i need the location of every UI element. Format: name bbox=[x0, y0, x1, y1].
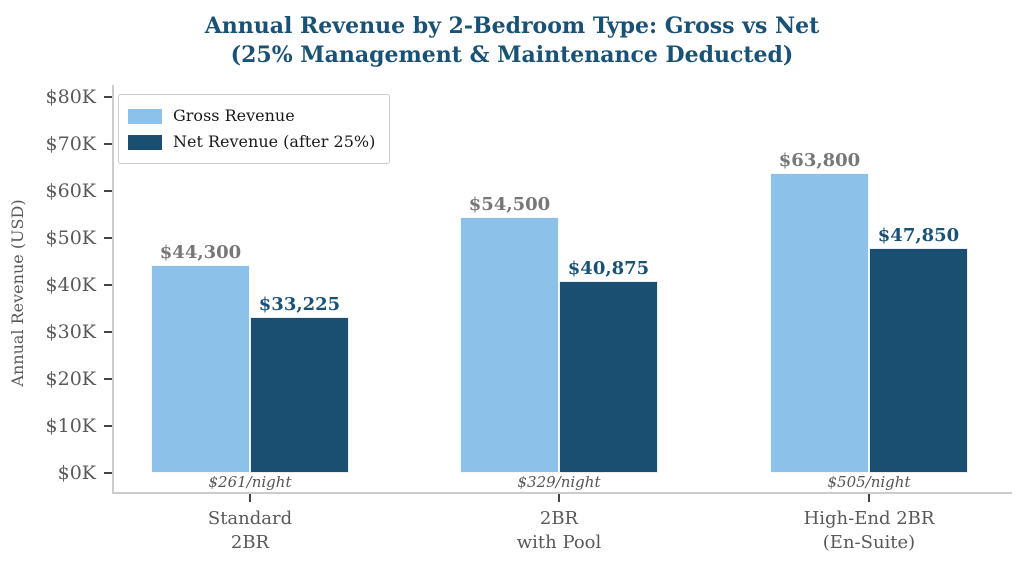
chart-title-line1: Annual Revenue by 2-Bedroom Type: Gross … bbox=[204, 13, 820, 39]
legend-item-net: Net Revenue (after 25%) bbox=[128, 129, 375, 155]
y-tick-label: $70K bbox=[45, 133, 96, 155]
x-category-label: Standard 2BR bbox=[100, 507, 400, 555]
gross-value-label: $44,300 bbox=[159, 241, 242, 263]
y-tick-mark bbox=[104, 331, 112, 333]
net-revenue-bar bbox=[559, 280, 658, 473]
y-tick-label: $40K bbox=[45, 274, 96, 296]
y-tick-label: $80K bbox=[45, 86, 96, 108]
y-tick-label: $30K bbox=[45, 321, 96, 343]
x-category-label-line: 2BR bbox=[230, 532, 270, 553]
y-tick-label: $0K bbox=[57, 462, 96, 484]
x-axis-spine bbox=[112, 492, 1012, 494]
y-tick-mark bbox=[104, 425, 112, 427]
y-tick-mark bbox=[104, 284, 112, 286]
y-tick-label: $10K bbox=[45, 415, 96, 437]
gross-value-label: $54,500 bbox=[468, 193, 551, 215]
x-category-label-line: with Pool bbox=[516, 532, 602, 553]
x-tick-mark bbox=[249, 494, 251, 502]
y-tick-label: $60K bbox=[45, 180, 96, 202]
y-tick-label: $20K bbox=[45, 368, 96, 390]
x-tick-mark bbox=[868, 494, 870, 502]
gross-revenue-bar bbox=[151, 264, 250, 473]
net-value-label: $47,850 bbox=[877, 225, 960, 247]
nightly-rate-annotation: $261/night bbox=[208, 473, 292, 491]
gross-revenue-bar bbox=[460, 216, 559, 473]
y-tick-mark bbox=[104, 378, 112, 380]
net-value-label: $40,875 bbox=[567, 257, 650, 279]
gross-revenue-bar bbox=[770, 173, 869, 473]
y-tick-mark bbox=[104, 472, 112, 474]
gross-revenue-swatch-icon bbox=[128, 108, 162, 124]
y-tick-mark bbox=[104, 237, 112, 239]
legend: Gross Revenue Net Revenue (after 25%) bbox=[118, 94, 391, 164]
y-tick-mark bbox=[104, 190, 112, 192]
x-category-label-line: Standard bbox=[207, 508, 293, 529]
x-category-label: High-End 2BR (En-Suite) bbox=[719, 507, 1019, 555]
nightly-rate-annotation: $329/night bbox=[517, 473, 601, 491]
x-category-label: 2BR with Pool bbox=[409, 507, 709, 555]
chart-title: Annual Revenue by 2-Bedroom Type: Gross … bbox=[0, 12, 1024, 70]
nightly-rate-annotation: $505/night bbox=[827, 473, 911, 491]
net-revenue-bar bbox=[250, 316, 349, 473]
gross-value-label: $63,800 bbox=[778, 150, 861, 172]
x-category-label-line: (En-Suite) bbox=[822, 532, 916, 553]
x-tick-mark bbox=[558, 494, 560, 502]
chart-title-line2: (25% Management & Maintenance Deducted) bbox=[230, 42, 794, 68]
net-value-label: $33,225 bbox=[258, 293, 341, 315]
x-category-label-line: 2BR bbox=[539, 508, 579, 529]
legend-label-gross: Gross Revenue bbox=[173, 106, 295, 125]
legend-label-net: Net Revenue (after 25%) bbox=[173, 132, 376, 151]
net-revenue-bar bbox=[869, 248, 968, 473]
net-revenue-swatch-icon bbox=[128, 134, 162, 150]
y-axis-spine bbox=[112, 85, 114, 493]
x-category-label-line: High-End 2BR bbox=[803, 508, 935, 529]
y-tick-label: $50K bbox=[45, 227, 96, 249]
y-tick-mark bbox=[104, 96, 112, 98]
legend-item-gross: Gross Revenue bbox=[128, 103, 375, 129]
y-tick-mark bbox=[104, 143, 112, 145]
